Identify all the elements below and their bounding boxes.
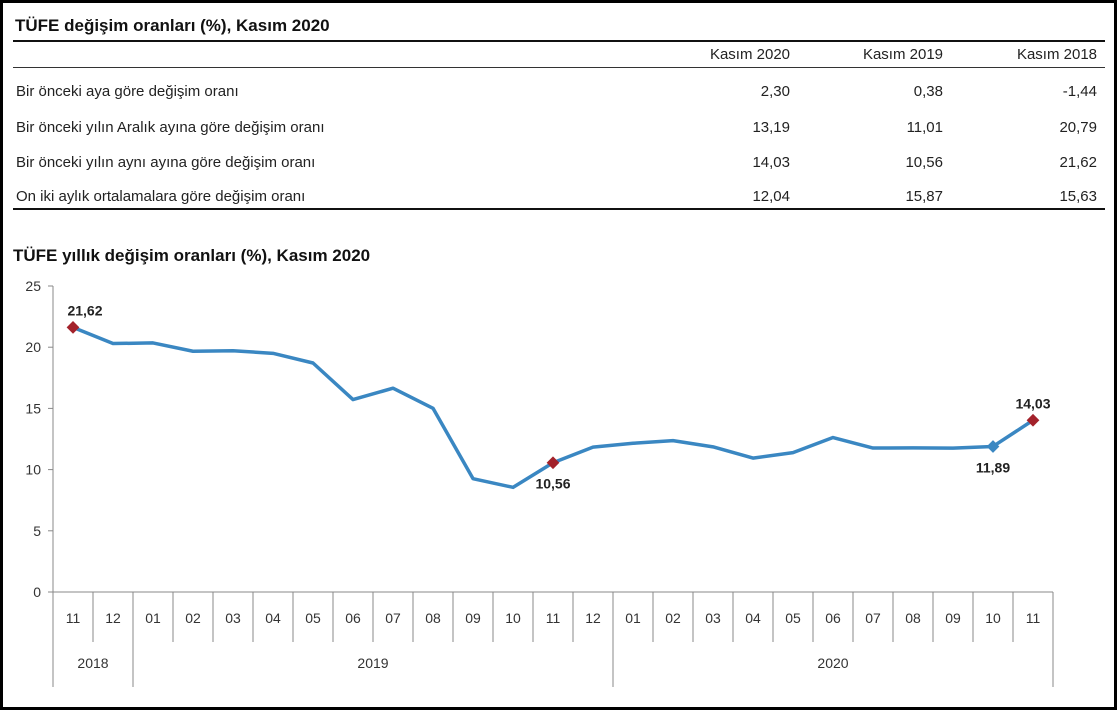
table-top-rule	[13, 40, 1105, 42]
row-label: Bir önceki aya göre değişim oranı	[16, 83, 239, 100]
cell: -1,44	[1062, 83, 1097, 100]
cell: 2,30	[760, 83, 790, 100]
data-label: 21,62	[67, 302, 102, 318]
cell: 11,01	[906, 119, 943, 136]
x-tick-label: 02	[185, 610, 201, 626]
cell: 20,79	[1059, 119, 1097, 136]
year-label: 2018	[77, 655, 108, 671]
x-tick-label: 04	[745, 610, 761, 626]
y-tick-label: 5	[33, 523, 41, 539]
y-tick-label: 0	[33, 584, 41, 600]
data-label: 10,56	[535, 476, 570, 492]
x-tick-label: 08	[905, 610, 921, 626]
y-tick-label: 25	[25, 278, 41, 294]
x-tick-label: 12	[105, 610, 121, 626]
cell: 0,38	[913, 83, 943, 100]
table-title: TÜFE değişim oranları (%), Kasım 2020	[15, 16, 330, 35]
x-tick-label: 01	[145, 610, 161, 626]
col-header: Kasım 2018	[1016, 46, 1097, 63]
x-tick-label: 05	[305, 610, 321, 626]
data-label: 14,03	[1015, 395, 1050, 411]
y-tick-label: 10	[25, 462, 41, 478]
year-label: 2020	[817, 655, 848, 671]
x-tick-label: 10	[985, 610, 1001, 626]
x-tick-label: 05	[785, 610, 801, 626]
x-tick-label: 12	[585, 610, 601, 626]
x-tick-label: 01	[625, 610, 641, 626]
x-tick-label: 07	[385, 610, 401, 626]
x-tick-label: 07	[865, 610, 881, 626]
table-bottom-rule	[13, 208, 1105, 210]
x-tick-label: 06	[345, 610, 361, 626]
y-tick-label: 20	[25, 339, 41, 355]
cell: 15,63	[1059, 188, 1097, 205]
diamond-marker	[66, 321, 80, 334]
x-tick-label: 04	[265, 610, 281, 626]
x-tick-label: 09	[945, 610, 961, 626]
cell: 12,04	[752, 188, 790, 205]
col-header: Kasım 2020	[709, 46, 790, 63]
data-label: 11,89	[976, 459, 1010, 475]
col-header: Kasım 2019	[862, 46, 943, 63]
row-label: Bir önceki yılın Aralık ayına göre değiş…	[16, 119, 325, 136]
year-label: 2019	[357, 655, 388, 671]
cell: 15,87	[905, 188, 943, 205]
header-rule	[13, 67, 1105, 68]
cell: 21,62	[1059, 154, 1097, 171]
x-tick-label: 09	[465, 610, 481, 626]
x-tick-label: 03	[225, 610, 241, 626]
cell: 10,56	[905, 154, 943, 171]
x-tick-label: 10	[505, 610, 521, 626]
chart-title: TÜFE yıllık değişim oranları (%), Kasım …	[13, 246, 371, 265]
x-tick-label: 11	[66, 610, 81, 626]
row-label: Bir önceki yılın aynı ayına göre değişim…	[16, 154, 316, 171]
x-tick-label: 06	[825, 610, 841, 626]
cell: 14,03	[752, 154, 790, 171]
x-tick-label: 11	[1026, 610, 1041, 626]
x-tick-label: 03	[705, 610, 721, 626]
y-tick-label: 15	[25, 400, 41, 416]
x-tick-label: 11	[546, 610, 561, 626]
row-label: On iki aylık ortalamalara göre değişim o…	[16, 188, 306, 205]
cell: 13,19	[752, 119, 790, 136]
x-tick-label: 08	[425, 610, 441, 626]
x-tick-label: 02	[665, 610, 681, 626]
